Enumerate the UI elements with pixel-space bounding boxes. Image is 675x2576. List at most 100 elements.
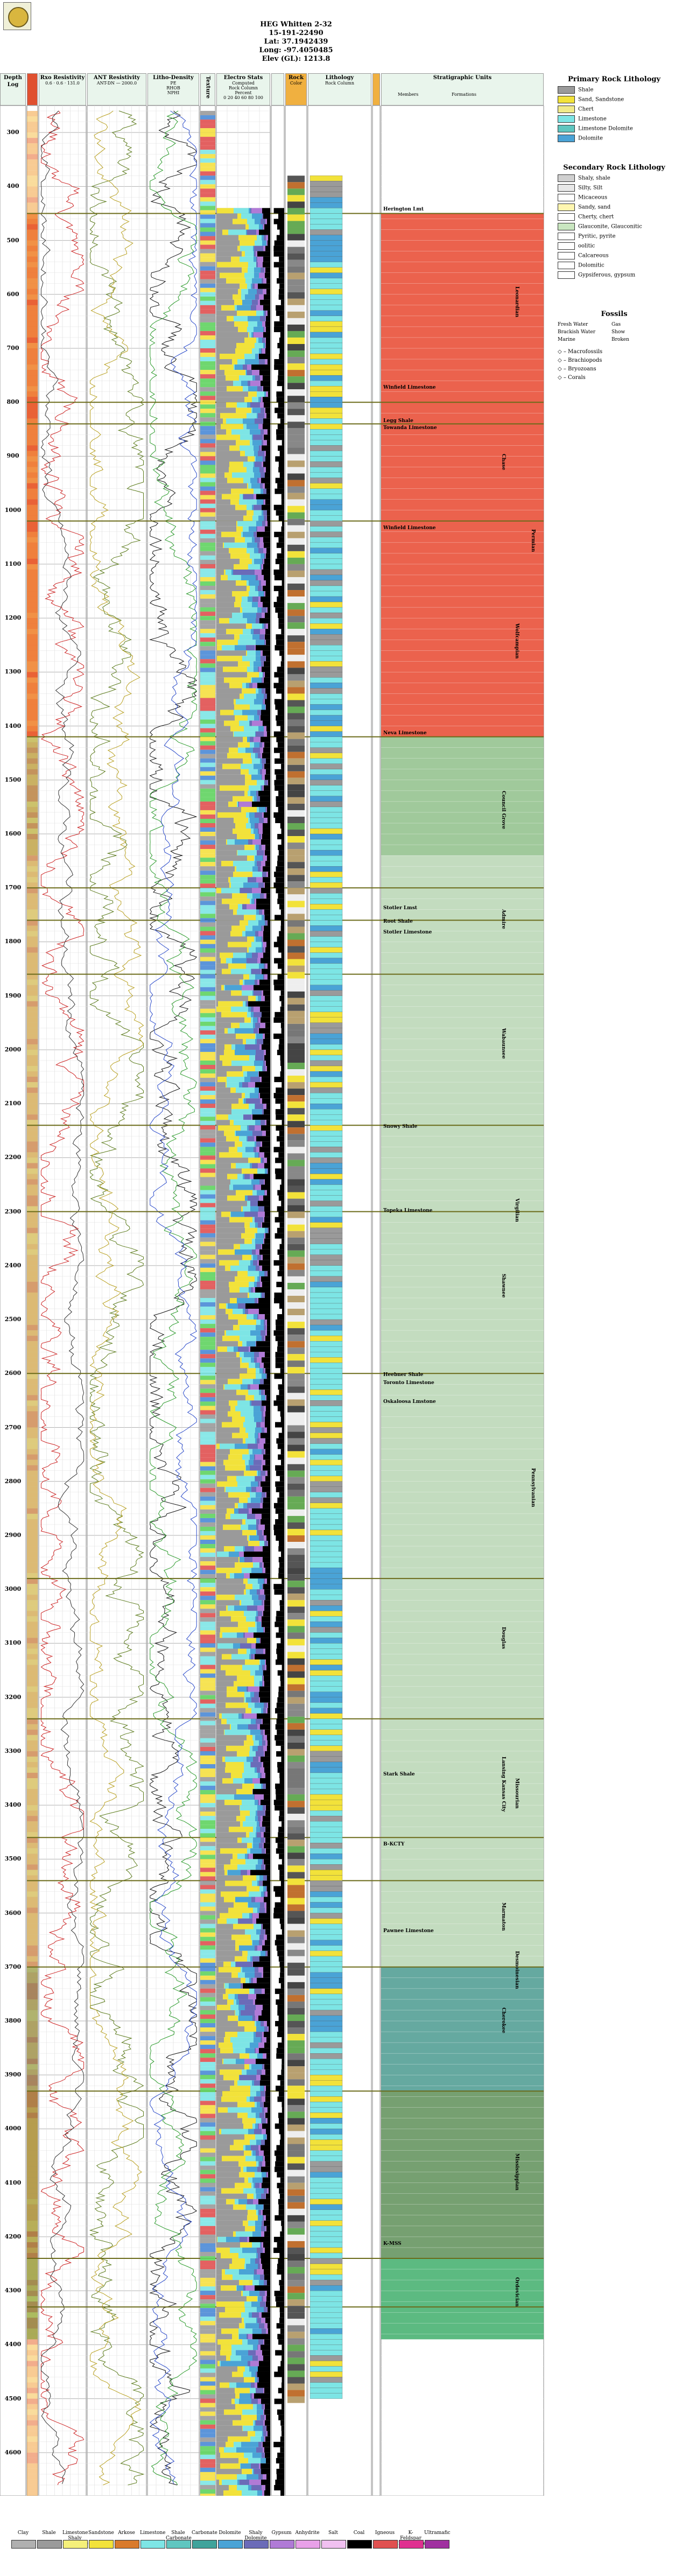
electro-cell: [256, 2318, 257, 2324]
electro-cell: [261, 2118, 262, 2124]
depth2-cell: [280, 1967, 284, 1973]
electro-cell: [267, 1190, 270, 1196]
texture-cell: [200, 1876, 215, 1881]
electro-cell: [251, 2064, 262, 2070]
electro-cell: [231, 569, 233, 575]
electro-cell: [265, 456, 270, 462]
electro-cell: [251, 1568, 262, 1574]
depth2-cell: [276, 1934, 284, 1940]
electro-cell: [264, 2490, 270, 2496]
electro-cell: [247, 2166, 257, 2172]
electro-cell: [242, 1665, 259, 1670]
electro-cell: [258, 1859, 262, 1865]
electro-cell: [262, 1449, 264, 1455]
electro-cell: [254, 272, 259, 278]
electro-cell: [259, 1934, 264, 1940]
electro-cell: [257, 1589, 260, 1595]
electro-cell: [251, 1114, 252, 1120]
electro-cell: [255, 931, 258, 937]
electro-cell: [266, 310, 268, 316]
electro-cell: [265, 1810, 270, 1816]
electro-cell: [256, 2075, 261, 2081]
depth2-cell: [282, 1821, 284, 1827]
electro-cell: [233, 872, 252, 878]
texture-cell: [200, 1634, 215, 1639]
texture-cell: [200, 1207, 215, 1212]
electro-cell: [265, 995, 270, 1001]
electro-cell: [264, 224, 270, 230]
electro-cell: [243, 531, 254, 537]
electro-cell: [264, 1529, 270, 1535]
rock-color-cell: [287, 1036, 305, 1043]
electro-cell: [234, 2139, 250, 2145]
electro-cell: [258, 2355, 263, 2361]
electro-cell: [245, 1044, 259, 1050]
electro-cell: [216, 1476, 227, 1482]
electro-cell: [258, 548, 263, 553]
depth2-cell: [278, 375, 284, 381]
gamma-cell: [27, 855, 38, 861]
electro-cell: [255, 375, 260, 381]
electro-cell: [247, 1848, 250, 1854]
electro-cell: [262, 1924, 263, 1929]
electro-cell: [266, 2193, 270, 2199]
electro-cell: [216, 936, 247, 942]
texture-cell: [200, 646, 215, 651]
depth2-cell: [280, 661, 284, 667]
rock-color-cell: [287, 985, 305, 992]
electro-cell: [236, 1961, 252, 1967]
electro-cell: [217, 812, 246, 818]
gamma-cell: [27, 979, 38, 985]
electro-cell: [254, 494, 256, 500]
electro-cell: [216, 1044, 224, 1050]
texture-cell: [200, 1004, 215, 1009]
electro-cell: [258, 1201, 270, 1206]
electro-cell: [264, 1843, 270, 1849]
electro-cell: [245, 1519, 256, 1525]
electro-cell: [259, 1913, 270, 1919]
depth2-cell: [273, 326, 284, 332]
resistivity-title: Rxo Resistivity: [40, 75, 85, 81]
electro-cell: [263, 2388, 264, 2393]
depth2-cell: [276, 688, 284, 694]
electro-cell: [237, 1147, 245, 1153]
texture-cell: [200, 1267, 215, 1272]
electro-cell: [254, 2193, 256, 2199]
electro-cell: [261, 715, 270, 721]
electro-cell: [251, 332, 253, 338]
electro-cell: [265, 915, 270, 921]
gamma-cell: [27, 623, 38, 629]
electro-cell: [261, 1622, 262, 1627]
electro-cell: [257, 2166, 261, 2172]
electro-cell: [216, 1622, 238, 1627]
electro-cell: [261, 1276, 270, 1282]
texture-cell: [200, 508, 215, 513]
gamma-cell: [27, 1379, 38, 1385]
electro-cell: [267, 1325, 270, 1331]
gamma-cell: [27, 1352, 38, 1358]
texture-cell: [200, 2467, 215, 2472]
electro-cell: [247, 1638, 256, 1644]
texture-cell: [200, 283, 215, 288]
depth2-cell: [273, 262, 284, 268]
electro-cell: [223, 2059, 236, 2065]
gamma-cell: [27, 806, 38, 812]
electro-cell: [225, 2269, 239, 2275]
rock-color-cell: [287, 584, 305, 591]
gamma-cell: [27, 1077, 38, 1083]
electro-cell: [259, 467, 264, 473]
electro-cell: [261, 2318, 265, 2324]
electro-cell: [250, 899, 251, 904]
depth2-cell: [277, 2366, 284, 2372]
depth2-cell: [275, 1988, 284, 1994]
electro-cell: [250, 1206, 258, 1212]
electro-cell: [251, 1179, 259, 1185]
electro-cell: [266, 2129, 270, 2135]
electro-cell: [216, 1573, 226, 1579]
texture-cell: [200, 486, 215, 491]
electro-cell: [266, 2431, 268, 2437]
electro-cell: [241, 2010, 255, 2016]
depth2-cell: [276, 720, 284, 726]
electro-cell: [234, 1902, 248, 1908]
electro-cell: [251, 1400, 262, 1406]
